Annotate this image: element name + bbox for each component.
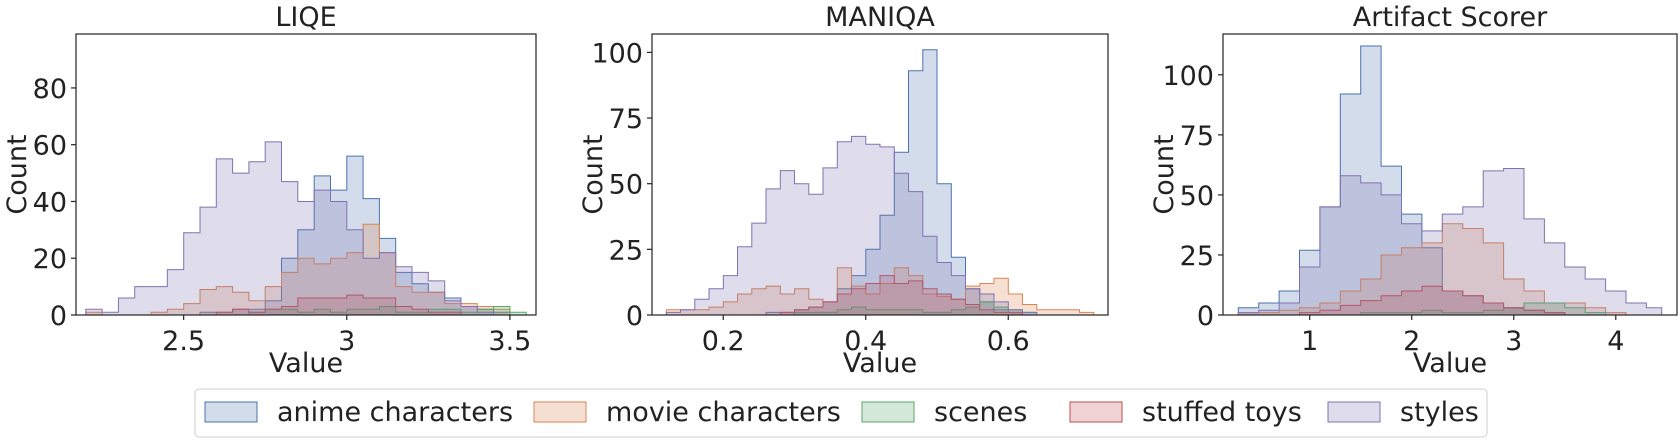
hist-artifact-scorer-styles xyxy=(1237,168,1663,316)
y-axis-label-maniqa: Count xyxy=(578,134,609,214)
y-tick-label-artifact-scorer: 0 xyxy=(1197,301,1214,332)
y-axis-label-liqe: Count xyxy=(2,134,33,214)
y-tick-label-artifact-scorer: 75 xyxy=(1180,121,1214,152)
hist-maniqa-styles xyxy=(665,135,1094,316)
x-tick-label-artifact-scorer: 2 xyxy=(1403,326,1420,357)
legend-label-movie-characters: movie characters xyxy=(606,397,841,428)
y-tick-label-liqe: 20 xyxy=(33,244,67,275)
x-tick-label-artifact-scorer: 3 xyxy=(1505,326,1522,357)
y-tick-label-maniqa: 50 xyxy=(609,170,643,201)
x-tick-label-artifact-scorer: 1 xyxy=(1301,326,1318,357)
y-tick-label-maniqa: 0 xyxy=(626,301,643,332)
panel-maniqa: 0.2 0.4 0.6 0 25 50 75 100 MANIQA Value Count xyxy=(578,2,1109,379)
axes-frame-artifact-scorer xyxy=(1222,33,1678,316)
legend-swatch-stuffed-toys xyxy=(1069,401,1123,423)
legend-swatch-movie-characters xyxy=(533,401,587,423)
y-tick-label-liqe: 0 xyxy=(50,301,67,332)
legend: anime characters movie characters scenes… xyxy=(194,388,1488,438)
panel-artifact-scorer: 1 2 3 4 0 25 50 75 100 Artifact Scorer Value Count xyxy=(1149,2,1678,379)
legend-entry-movie-characters: movie characters xyxy=(533,397,841,428)
x-axis-label-maniqa: Value xyxy=(843,348,917,379)
x-axis-label-artifact-scorer: Value xyxy=(1413,348,1487,379)
x-tick-label-liqe: 3.5 xyxy=(488,326,531,357)
legend-entry-scenes: scenes xyxy=(861,397,1027,428)
legend-label-scenes: scenes xyxy=(934,397,1027,428)
legend-swatch-scenes xyxy=(861,401,915,423)
legend-entry-stuffed-toys: stuffed toys xyxy=(1069,397,1302,428)
y-axis-label-artifact-scorer: Count xyxy=(1149,134,1180,214)
x-tick-label-artifact-scorer: 4 xyxy=(1607,326,1624,357)
x-tick-label-maniqa: 0.2 xyxy=(702,326,745,357)
chart-title-artifact-scorer: Artifact Scorer xyxy=(1353,2,1548,33)
hist-liqe-movie-characters xyxy=(85,223,527,316)
hist-liqe-styles xyxy=(85,141,527,316)
x-tick-label-liqe: 3 xyxy=(338,326,355,357)
legend-entry-anime-characters: anime characters xyxy=(204,397,513,428)
y-tick-label-artifact-scorer: 25 xyxy=(1180,241,1214,272)
panel-liqe: 2.5 3 3.5 0 20 40 60 80 LIQE Value Count xyxy=(2,2,537,379)
legend-label-anime-characters: anime characters xyxy=(277,397,513,428)
legend-label-stuffed-toys: stuffed toys xyxy=(1142,397,1302,428)
axes-frame-liqe xyxy=(75,33,537,316)
y-tick-label-artifact-scorer: 50 xyxy=(1180,181,1214,212)
y-tick-label-maniqa: 25 xyxy=(609,235,643,266)
y-tick-label-artifact-scorer: 100 xyxy=(1162,61,1214,92)
y-tick-label-liqe: 80 xyxy=(33,74,67,105)
x-tick-label-maniqa: 0.4 xyxy=(844,326,887,357)
legend-entry-styles: styles xyxy=(1327,397,1479,428)
axes-frame-maniqa xyxy=(651,33,1109,316)
legend-swatch-anime-characters xyxy=(204,401,258,423)
chart-title-liqe: LIQE xyxy=(275,2,336,33)
y-tick-label-liqe: 60 xyxy=(33,131,67,162)
legend-swatch-styles xyxy=(1327,401,1381,423)
x-axis-label-liqe: Value xyxy=(269,348,343,379)
y-tick-label-maniqa: 75 xyxy=(609,104,643,135)
legend-label-styles: styles xyxy=(1400,397,1479,428)
y-tick-label-maniqa: 100 xyxy=(591,38,643,69)
chart-title-maniqa: MANIQA xyxy=(825,2,935,33)
x-tick-label-liqe: 2.5 xyxy=(162,326,205,357)
y-tick-label-liqe: 40 xyxy=(33,187,67,218)
legend-frame xyxy=(194,388,1488,438)
x-tick-label-maniqa: 0.6 xyxy=(987,326,1030,357)
